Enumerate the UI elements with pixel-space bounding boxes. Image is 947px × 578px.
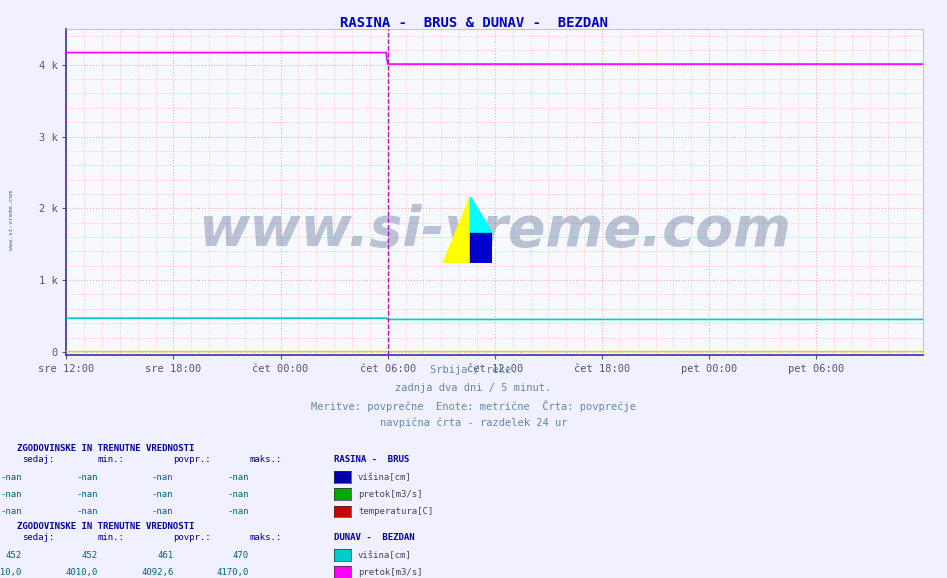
- Text: 4170,0: 4170,0: [217, 568, 249, 577]
- Text: navpična črta - razdelek 24 ur: navpična črta - razdelek 24 ur: [380, 417, 567, 428]
- Text: višina[cm]: višina[cm]: [358, 551, 412, 560]
- Text: 470: 470: [233, 551, 249, 560]
- Text: -nan: -nan: [0, 473, 22, 481]
- Polygon shape: [443, 197, 471, 263]
- Text: -nan: -nan: [76, 490, 98, 499]
- Text: povpr.:: povpr.:: [173, 533, 211, 542]
- Text: 452: 452: [6, 551, 22, 560]
- Text: ZGODOVINSKE IN TRENUTNE VREDNOSTI: ZGODOVINSKE IN TRENUTNE VREDNOSTI: [17, 444, 194, 453]
- Text: povpr.:: povpr.:: [173, 455, 211, 464]
- Text: temperatura[C]: temperatura[C]: [358, 507, 433, 516]
- Text: -nan: -nan: [227, 473, 249, 481]
- Text: ZGODOVINSKE IN TRENUTNE VREDNOSTI: ZGODOVINSKE IN TRENUTNE VREDNOSTI: [17, 522, 194, 531]
- Text: 452: 452: [81, 551, 98, 560]
- Text: www.si-vreme.com: www.si-vreme.com: [9, 190, 14, 250]
- Text: min.:: min.:: [98, 455, 124, 464]
- Text: DUNAV -  BEZDAN: DUNAV - BEZDAN: [334, 533, 415, 542]
- Text: zadnja dva dni / 5 minut.: zadnja dva dni / 5 minut.: [396, 383, 551, 392]
- Text: RASINA -  BRUS: RASINA - BRUS: [334, 455, 409, 464]
- Text: -nan: -nan: [227, 507, 249, 516]
- Text: pretok[m3/s]: pretok[m3/s]: [358, 490, 422, 499]
- Text: 4010,0: 4010,0: [0, 568, 22, 577]
- Text: višina[cm]: višina[cm]: [358, 473, 412, 481]
- Polygon shape: [471, 233, 492, 263]
- Text: -nan: -nan: [76, 507, 98, 516]
- Text: 461: 461: [157, 551, 173, 560]
- Polygon shape: [471, 197, 492, 233]
- Text: -nan: -nan: [152, 507, 173, 516]
- Text: maks.:: maks.:: [249, 455, 281, 464]
- Text: -nan: -nan: [0, 507, 22, 516]
- Text: -nan: -nan: [227, 490, 249, 499]
- Text: -nan: -nan: [0, 490, 22, 499]
- Text: sedaj:: sedaj:: [22, 533, 54, 542]
- Text: pretok[m3/s]: pretok[m3/s]: [358, 568, 422, 577]
- Text: sedaj:: sedaj:: [22, 455, 54, 464]
- Text: Meritve: povprečne  Enote: metrične  Črta: povprečje: Meritve: povprečne Enote: metrične Črta:…: [311, 400, 636, 412]
- Text: 4010,0: 4010,0: [65, 568, 98, 577]
- Text: -nan: -nan: [152, 490, 173, 499]
- Text: -nan: -nan: [76, 473, 98, 481]
- Text: maks.:: maks.:: [249, 533, 281, 542]
- Text: www.si-vreme.com: www.si-vreme.com: [198, 205, 792, 258]
- Text: 4092,6: 4092,6: [141, 568, 173, 577]
- Text: RASINA -  BRUS & DUNAV -  BEZDAN: RASINA - BRUS & DUNAV - BEZDAN: [340, 16, 607, 30]
- Text: min.:: min.:: [98, 533, 124, 542]
- Text: Srbija / reke.: Srbija / reke.: [430, 365, 517, 375]
- Text: -nan: -nan: [152, 473, 173, 481]
